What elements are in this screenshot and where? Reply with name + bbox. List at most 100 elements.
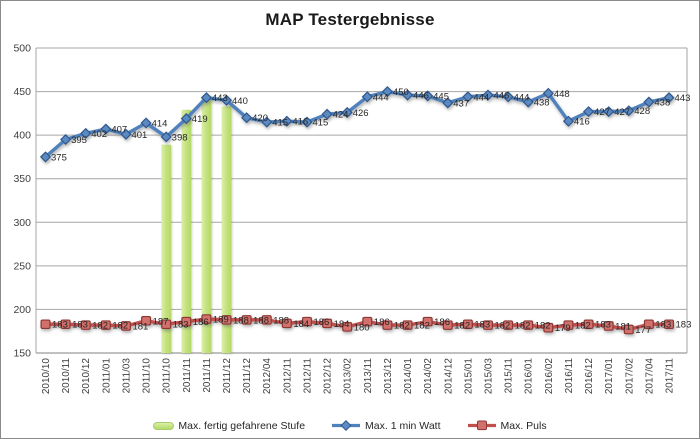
- watt-value-label: 395: [71, 135, 87, 146]
- puls-value-label: 183: [595, 320, 611, 331]
- puls-marker: [221, 315, 232, 325]
- x-tick-label: 2017/02: [624, 358, 635, 395]
- watt-value-label: 444: [473, 92, 489, 103]
- watt-marker: [100, 123, 112, 135]
- y-tick-label: 300: [13, 217, 31, 229]
- puls-marker: [322, 318, 333, 329]
- x-tick-label: 2010/12: [81, 358, 92, 395]
- watt-value-label: 440: [232, 96, 248, 107]
- puls-value-label: 186: [193, 317, 209, 328]
- watt-value-label: 438: [534, 98, 550, 109]
- puls-marker: [141, 315, 152, 326]
- puls-marker: [623, 324, 634, 335]
- puls-marker: [523, 320, 534, 330]
- watt-marker: [140, 117, 152, 129]
- puls-value-label: 186: [313, 317, 329, 328]
- puls-value-label: 182: [535, 321, 551, 332]
- x-tick-label: 2011/12: [222, 358, 233, 394]
- x-tick-label: 2011/10: [162, 358, 173, 394]
- watt-marker: [582, 106, 595, 118]
- x-tick-label: 2017/01: [604, 358, 615, 395]
- puls-value-label: 183: [72, 320, 88, 331]
- legend-bar-swatch-icon: [153, 421, 175, 430]
- watt-value-label: 444: [514, 92, 530, 103]
- x-tick-label: 2011/03: [121, 358, 132, 394]
- x-tick-label: 2017/04: [644, 358, 655, 395]
- legend-line-square-icon: [467, 420, 496, 431]
- x-tick-label: 2015/11: [504, 358, 515, 394]
- watt-marker: [522, 96, 534, 108]
- watt-marker: [381, 86, 393, 98]
- stufe-bar: [161, 144, 171, 353]
- watt-marker: [200, 92, 212, 104]
- legend-label-stufe: Max. fertig gefahrene Stufe: [178, 419, 306, 432]
- legend-label-watt: Max. 1 min Watt: [365, 419, 441, 432]
- y-tick-label: 200: [13, 304, 31, 316]
- watt-value-label: 419: [192, 114, 208, 125]
- watt-marker: [281, 115, 293, 127]
- x-tick-label: 2016/11: [564, 358, 575, 394]
- puls-marker: [643, 319, 654, 330]
- puls-marker: [301, 316, 312, 327]
- x-tick-label: 2014/01: [403, 358, 414, 395]
- legend-item-stufe: Max. fertig gefahrene Stufe: [153, 420, 305, 432]
- watt-marker: [180, 113, 192, 125]
- puls-marker: [543, 322, 554, 333]
- puls-value-label: 182: [515, 321, 531, 332]
- watt-value-label: 446: [493, 91, 509, 102]
- watt-marker: [361, 91, 373, 103]
- puls-value-label: 182: [92, 321, 108, 332]
- watt-marker: [261, 116, 273, 128]
- puls-value-label: 187: [153, 316, 169, 327]
- x-tick-label: 2011/11: [182, 358, 193, 393]
- watt-value-label: 448: [554, 89, 570, 100]
- puls-value-label: 177: [635, 325, 651, 336]
- y-tick-label: 500: [13, 43, 31, 55]
- x-tick-label: 2016/01: [524, 358, 535, 395]
- watt-marker: [301, 116, 313, 128]
- puls-marker: [60, 319, 71, 330]
- puls-marker: [422, 316, 433, 327]
- watt-marker: [442, 97, 454, 109]
- puls-value-label: 182: [414, 321, 430, 332]
- puls-marker: [100, 320, 111, 330]
- puls-value-label: 183: [474, 320, 490, 331]
- legend-label-puls: Max. Puls: [500, 419, 547, 432]
- watt-value-label: 444: [373, 92, 389, 103]
- y-tick-label: 450: [13, 86, 31, 98]
- x-tick-label: 2011/11: [202, 358, 213, 393]
- watt-value-label: 427: [594, 107, 610, 118]
- y-tick-label: 400: [13, 130, 31, 142]
- puls-value-label: 181: [132, 321, 148, 332]
- y-tick-label: 250: [13, 260, 31, 272]
- x-tick-label: 2015/01: [463, 358, 474, 395]
- watt-value-label: 398: [172, 132, 188, 143]
- watt-value-label: 450: [393, 87, 409, 98]
- puls-value-label: 186: [374, 317, 390, 328]
- puls-value-label: 182: [394, 321, 410, 332]
- watt-value-label: 424: [333, 110, 349, 121]
- x-tick-label: 2016/12: [584, 358, 595, 395]
- watt-marker: [643, 96, 655, 108]
- puls-marker: [241, 315, 252, 325]
- puls-marker: [402, 320, 413, 330]
- y-tick-label: 150: [13, 348, 31, 360]
- watt-value-label: 407: [111, 125, 127, 136]
- x-tick-label: 2016/02: [544, 358, 555, 395]
- watt-marker: [60, 133, 72, 146]
- x-tick-label: 2013/11: [363, 358, 374, 394]
- legend-line-diamond-icon: [332, 419, 361, 432]
- puls-value-label: 182: [112, 321, 128, 332]
- watt-marker: [80, 127, 92, 139]
- watt-value-label: 426: [353, 108, 369, 119]
- watt-marker: [663, 92, 675, 104]
- puls-marker: [663, 319, 674, 330]
- watt-value-label: 416: [574, 117, 590, 128]
- puls-value-label: 183: [655, 320, 671, 331]
- puls-marker: [563, 320, 574, 330]
- watt-marker: [482, 89, 494, 101]
- watt-marker: [321, 108, 333, 120]
- series-stufe-bars: [161, 97, 232, 354]
